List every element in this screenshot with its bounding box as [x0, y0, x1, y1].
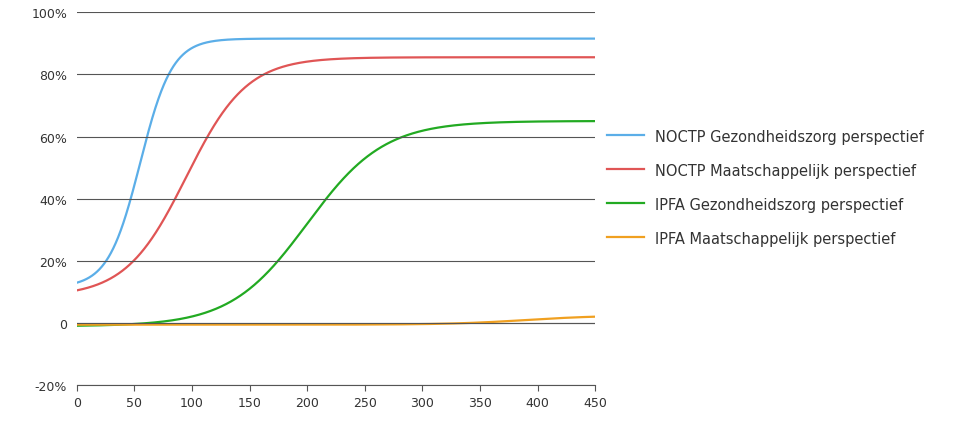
NOCTP Gezondheidszorg perspectief [292, 37, 303, 42]
IPFA Maatschappelijk perspectief [71, 322, 83, 328]
NOCTP Maatschappelijk perspectief [292, 61, 303, 67]
NOCTP Maatschappelijk perspectief [589, 56, 601, 61]
NOCTP Maatschappelijk perspectief [579, 56, 590, 61]
Line: NOCTP Maatschappelijk perspectief: NOCTP Maatschappelijk perspectief [77, 58, 595, 291]
NOCTP Maatschappelijk perspectief [131, 256, 142, 261]
IPFA Gezondheidszorg perspectief [292, 233, 303, 239]
NOCTP Gezondheidszorg perspectief [523, 37, 535, 42]
IPFA Gezondheidszorg perspectief [270, 261, 281, 267]
IPFA Gezondheidszorg perspectief [71, 323, 83, 328]
IPFA Gezondheidszorg perspectief [131, 321, 142, 327]
IPFA Maatschappelijk perspectief [292, 322, 303, 328]
IPFA Maatschappelijk perspectief [161, 322, 173, 328]
NOCTP Gezondheidszorg perspectief [579, 37, 590, 42]
NOCTP Gezondheidszorg perspectief [270, 37, 281, 42]
NOCTP Maatschappelijk perspectief [161, 212, 173, 217]
Legend: NOCTP Gezondheidszorg perspectief, NOCTP Maatschappelijk perspectief, IPFA Gezon: NOCTP Gezondheidszorg perspectief, NOCTP… [608, 130, 924, 247]
IPFA Gezondheidszorg perspectief [523, 120, 535, 125]
IPFA Gezondheidszorg perspectief [161, 319, 173, 324]
IPFA Maatschappelijk perspectief [589, 314, 601, 320]
Line: IPFA Maatschappelijk perspectief: IPFA Maatschappelijk perspectief [77, 317, 595, 325]
IPFA Maatschappelijk perspectief [131, 322, 142, 328]
NOCTP Maatschappelijk perspectief [71, 288, 83, 293]
IPFA Maatschappelijk perspectief [523, 318, 535, 323]
NOCTP Maatschappelijk perspectief [523, 56, 535, 61]
NOCTP Gezondheidszorg perspectief [161, 77, 173, 82]
NOCTP Gezondheidszorg perspectief [589, 37, 601, 42]
Line: NOCTP Gezondheidszorg perspectief: NOCTP Gezondheidszorg perspectief [77, 39, 595, 283]
IPFA Gezondheidszorg perspectief [589, 119, 601, 124]
IPFA Maatschappelijk perspectief [270, 322, 281, 328]
IPFA Gezondheidszorg perspectief [579, 119, 590, 124]
NOCTP Gezondheidszorg perspectief [71, 280, 83, 286]
Line: IPFA Gezondheidszorg perspectief: IPFA Gezondheidszorg perspectief [77, 122, 595, 326]
NOCTP Maatschappelijk perspectief [270, 67, 281, 73]
NOCTP Gezondheidszorg perspectief [131, 177, 142, 183]
IPFA Maatschappelijk perspectief [579, 314, 590, 320]
